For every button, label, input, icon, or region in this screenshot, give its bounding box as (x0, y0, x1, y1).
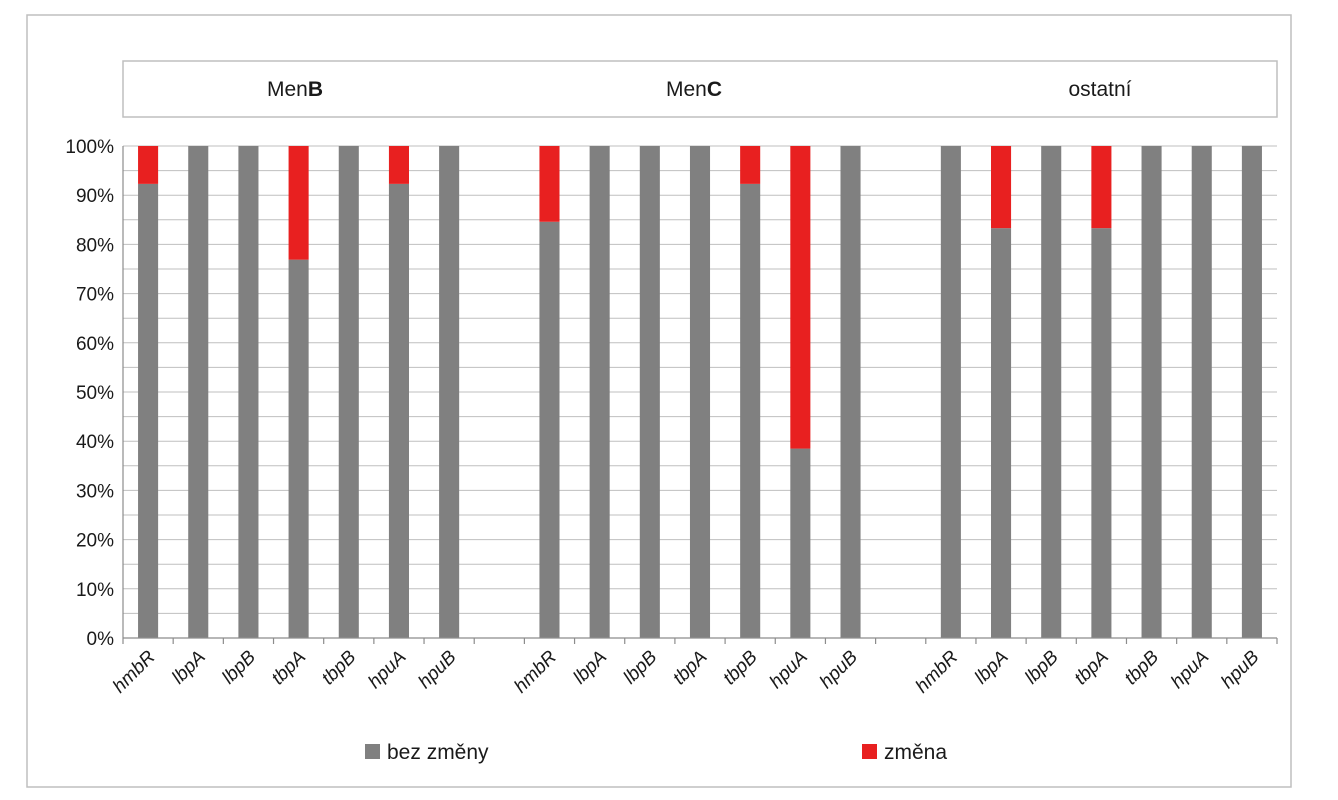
bar-zmena (1091, 146, 1112, 229)
y-tick-label: 80% (76, 235, 114, 256)
legend-label: bez změny (387, 741, 489, 764)
bar-zmena (740, 146, 761, 184)
bar-bez-zmeny (539, 221, 560, 638)
group-titles: MenB MenC ostatní (267, 78, 1132, 101)
legend-swatch (862, 744, 877, 759)
group-title: ostatní (1068, 78, 1131, 101)
bar-bez-zmeny (1091, 228, 1112, 638)
bar-bez-zmeny (288, 259, 309, 638)
bar-zmena (138, 146, 159, 184)
y-tick-label: 50% (76, 383, 114, 404)
legend-label: změna (884, 741, 947, 764)
bar-bez-zmeny (790, 448, 811, 638)
bar-bez-zmeny (1141, 146, 1162, 638)
group-title: MenC (666, 78, 722, 101)
bar-bez-zmeny (138, 183, 159, 638)
bar-bez-zmeny (1241, 146, 1262, 638)
y-axis-ticks: 0% 10% 20% 30% 40% 50% 60% 70% 80% 90% 100% (65, 137, 114, 650)
bar-bez-zmeny (840, 146, 861, 638)
group-header-box (122, 60, 1278, 118)
bar-zmena (539, 146, 560, 222)
bar-zmena (388, 146, 409, 184)
bars (138, 146, 1262, 638)
y-tick-label: 70% (76, 285, 114, 306)
bar-bez-zmeny (639, 146, 660, 638)
y-tick-label: 10% (76, 580, 114, 601)
bar-zmena (790, 146, 811, 449)
bar-bez-zmeny (1191, 146, 1212, 638)
bar-bez-zmeny (740, 183, 761, 638)
bar-bez-zmeny (439, 146, 460, 638)
y-tick-label: 100% (65, 137, 114, 158)
legend: bez změny změna (365, 741, 947, 764)
bar-bez-zmeny (188, 146, 209, 638)
y-tick-label: 30% (76, 481, 114, 502)
group-title: MenB (267, 78, 323, 101)
bar-bez-zmeny (940, 146, 961, 638)
bar-bez-zmeny (1041, 146, 1062, 638)
bar-bez-zmeny (689, 146, 711, 638)
bar-bez-zmeny (991, 228, 1012, 638)
bar-bez-zmeny (338, 146, 359, 638)
bar-bez-zmeny (388, 183, 409, 638)
y-tick-label: 90% (76, 186, 114, 207)
bar-zmena (288, 146, 309, 260)
y-tick-label: 20% (76, 531, 114, 552)
bar-bez-zmeny (238, 146, 259, 638)
y-tick-label: 0% (87, 629, 115, 650)
bar-zmena (991, 146, 1012, 229)
bar-bez-zmeny (589, 146, 610, 638)
y-tick-label: 40% (76, 432, 114, 453)
legend-swatch (365, 744, 380, 759)
y-tick-label: 60% (76, 334, 114, 355)
